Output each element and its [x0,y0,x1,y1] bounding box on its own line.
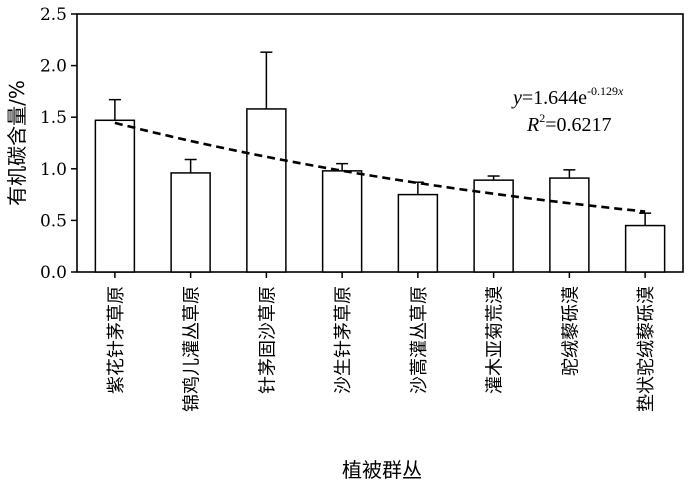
trend-equation: y=1.644e-0.129x [511,84,624,109]
bar [246,108,287,273]
x-axis-title: 植被群丛 [342,458,422,482]
trend-eq-body: =1.644e [522,87,587,109]
bar [321,170,363,273]
bar [624,224,666,273]
plot-frame [76,13,684,273]
x-tick-label: 锦鸡儿灌丛草原 [182,286,203,412]
bar [397,193,439,273]
trend-eq-y: y [511,87,522,109]
y-tick-label: 0.0 [40,263,67,283]
trend-line [114,121,646,213]
x-tick-label: 沙蒿灌丛草原 [409,286,430,394]
bar [549,177,590,273]
bar [94,119,136,273]
y-tick-label: 0.5 [40,211,67,231]
x-tick-label: 灌木亚菊荒漠 [485,286,506,394]
trend-eq-x: x [617,84,624,98]
plot-area: 0.0 0.5 1.0 1.5 2.0 2.5 紫花针茅草原 锦鸡儿灌丛草原 针茅固沙草原 沙生针… [40,5,684,412]
x-tick-label: 垫状驼绒藜砾漠 [636,286,657,412]
y-tick-label: 1.5 [40,108,67,128]
bar [170,172,211,273]
y-tick-label: 2.5 [40,5,67,25]
trend-r-squared: R2=0.6217 [526,111,612,136]
y-axis-title: 有机碳含量/% [5,80,29,206]
trend-r2-value: =0.6217 [545,114,611,136]
x-tick-label: 紫花针茅草原 [106,286,127,394]
y-tick-label: 2.0 [40,57,67,77]
bar [473,179,514,273]
y-tick-label: 1.0 [40,160,67,180]
trend-r2-r: R [526,114,539,136]
x-tick-label: 针茅固沙草原 [257,286,278,394]
trend-eq-exponent: -0.129 [587,84,618,98]
x-tick-label: 驼绒藜砾漠 [560,286,581,376]
trend-r2-sup: 2 [539,111,545,125]
x-tick-label: 沙生针茅草原 [333,286,354,394]
